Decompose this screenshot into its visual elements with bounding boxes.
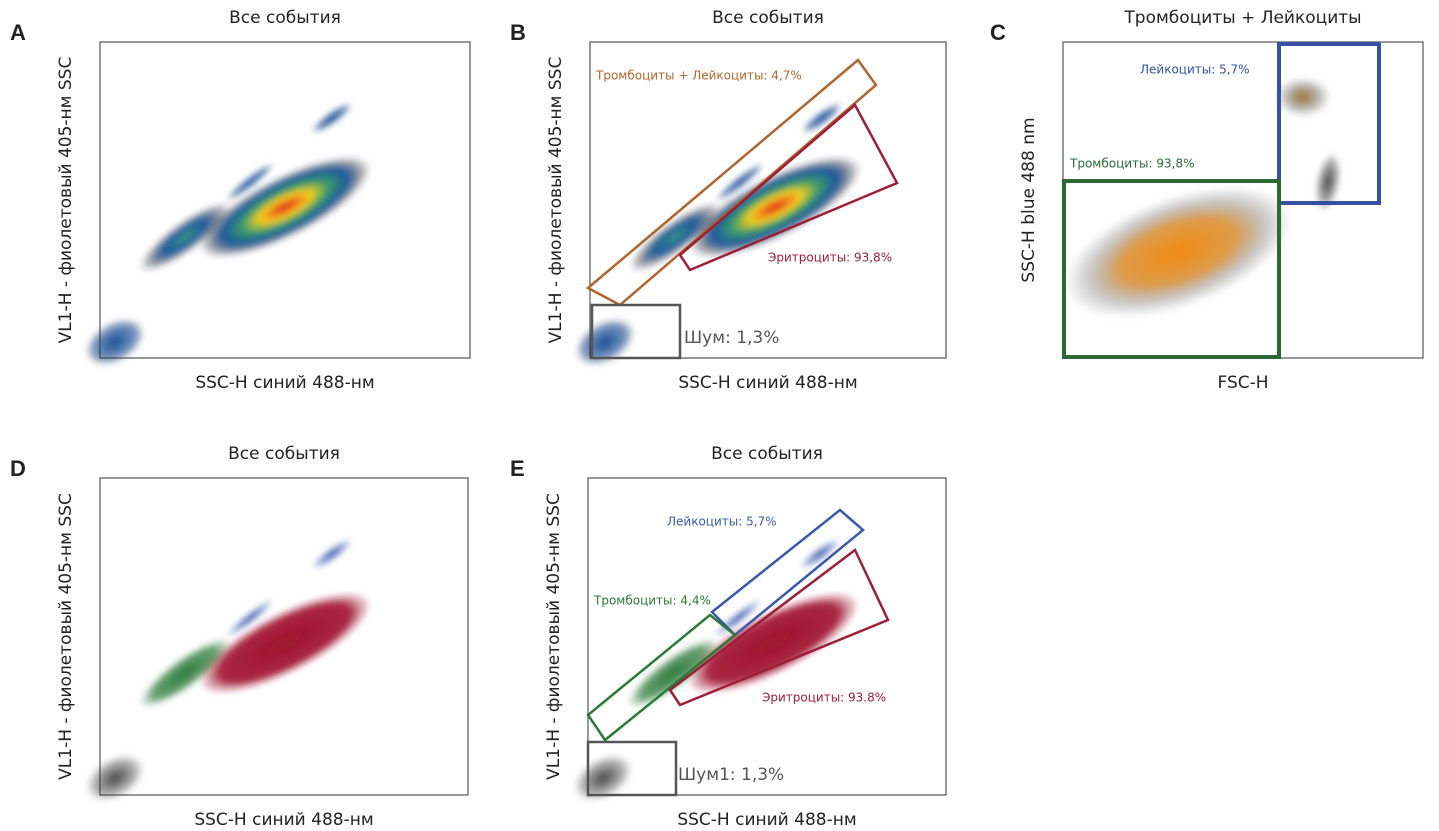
gate-label: Шум: 1,3%	[684, 328, 779, 348]
event-cloud	[573, 754, 633, 802]
density-plot	[85, 539, 371, 802]
gate	[590, 303, 682, 360]
panel: A Все события SSC-H синий 488-нм VL1-H - фи…	[10, 8, 471, 393]
panel-title: Все события	[228, 444, 340, 464]
gate-label: Лейкоциты: 5,7%	[1140, 63, 1250, 77]
event-cloud	[800, 539, 840, 569]
event-cloud	[199, 156, 371, 258]
panel: D Все события SSC-H синий 488-нм VL1-H - фи…	[10, 444, 469, 830]
gate-label: Эритроциты: 93,8%	[768, 251, 892, 265]
event-cloud	[226, 599, 274, 637]
panel: E Все события SSC-H синий 488-нм VL1-H - фи…	[510, 444, 947, 830]
gate-label: Тромбоциты: 4,4%	[593, 594, 711, 608]
x-axis-label: SSC-H синий 488-нм	[194, 810, 373, 830]
panel-letter: D	[10, 456, 26, 481]
event-cloud	[139, 638, 231, 708]
event-cloud	[687, 592, 859, 694]
panel-letter: E	[510, 456, 525, 481]
event-cloud	[629, 202, 721, 272]
gate	[678, 103, 899, 272]
density-plot	[1063, 77, 1341, 318]
gate	[586, 613, 737, 742]
x-axis-label: SSC-H синий 488-нм	[678, 373, 857, 393]
panel-title: Тромбоциты + Лейкоциты	[1123, 8, 1361, 28]
panel: B Все события SSC-H синий 488-нм VL1-H - фи…	[510, 8, 947, 393]
event-cloud	[312, 103, 352, 133]
event-cloud	[575, 318, 635, 366]
x-axis-label: SSC-H синий 488-нм	[677, 810, 856, 830]
panel-title: Все события	[711, 444, 823, 464]
density-plot	[85, 103, 371, 366]
panel: C Тромбоциты + Лейкоциты FSC-H SSC-H blue 4…	[990, 8, 1424, 393]
event-cloud	[627, 638, 719, 708]
plot-frame	[99, 477, 469, 796]
panel-letter: B	[510, 20, 526, 45]
panel-letter: A	[10, 20, 26, 45]
plot-frame	[99, 41, 471, 359]
event-cloud	[1315, 152, 1341, 212]
gate	[1062, 179, 1281, 359]
event-cloud	[1063, 186, 1293, 318]
y-axis-label: SSC-H blue 488 nm	[1019, 117, 1039, 282]
y-axis-label: VL1-H - фиолетовый 405-нм SSC	[546, 57, 566, 344]
gate	[586, 740, 678, 797]
y-axis-label: VL1-H - фиолетовый 405-нм SSC	[56, 493, 76, 780]
panel-title: Все события	[712, 8, 824, 28]
gate-label: Эритроциты: 93.8%	[762, 691, 886, 705]
gate-label: Шум1: 1,3%	[678, 765, 784, 785]
event-cloud	[312, 539, 352, 569]
panel-title: Все события	[229, 8, 341, 28]
x-axis-label: FSC-H	[1217, 373, 1268, 393]
gate-label: Тромбоциты + Лейкоциты: 4,7%	[595, 69, 802, 83]
event-cloud	[716, 163, 764, 201]
gate	[585, 58, 878, 307]
y-axis-label: VL1-H - фиолетовый 405-нм SSC	[56, 57, 76, 344]
panel-letter: C	[990, 20, 1006, 45]
plot-frame	[589, 41, 947, 359]
event-cloud	[689, 156, 861, 258]
event-cloud	[1275, 77, 1331, 117]
gate-label: Лейкоциты: 5,7%	[667, 515, 777, 529]
event-cloud	[139, 202, 231, 272]
event-cloud	[85, 318, 145, 366]
y-axis-label: VL1-H - фиолетовый 405-нм SSC	[544, 493, 564, 780]
x-axis-label: SSC-H синий 488-нм	[195, 373, 374, 393]
event-cloud	[226, 163, 274, 201]
event-cloud	[802, 103, 842, 133]
event-cloud	[199, 592, 371, 694]
event-cloud	[85, 754, 145, 802]
gate	[668, 548, 890, 707]
plot-frame	[587, 477, 947, 796]
gate-label: Тромбоциты: 93,8%	[1069, 157, 1195, 171]
gate	[1277, 42, 1381, 205]
